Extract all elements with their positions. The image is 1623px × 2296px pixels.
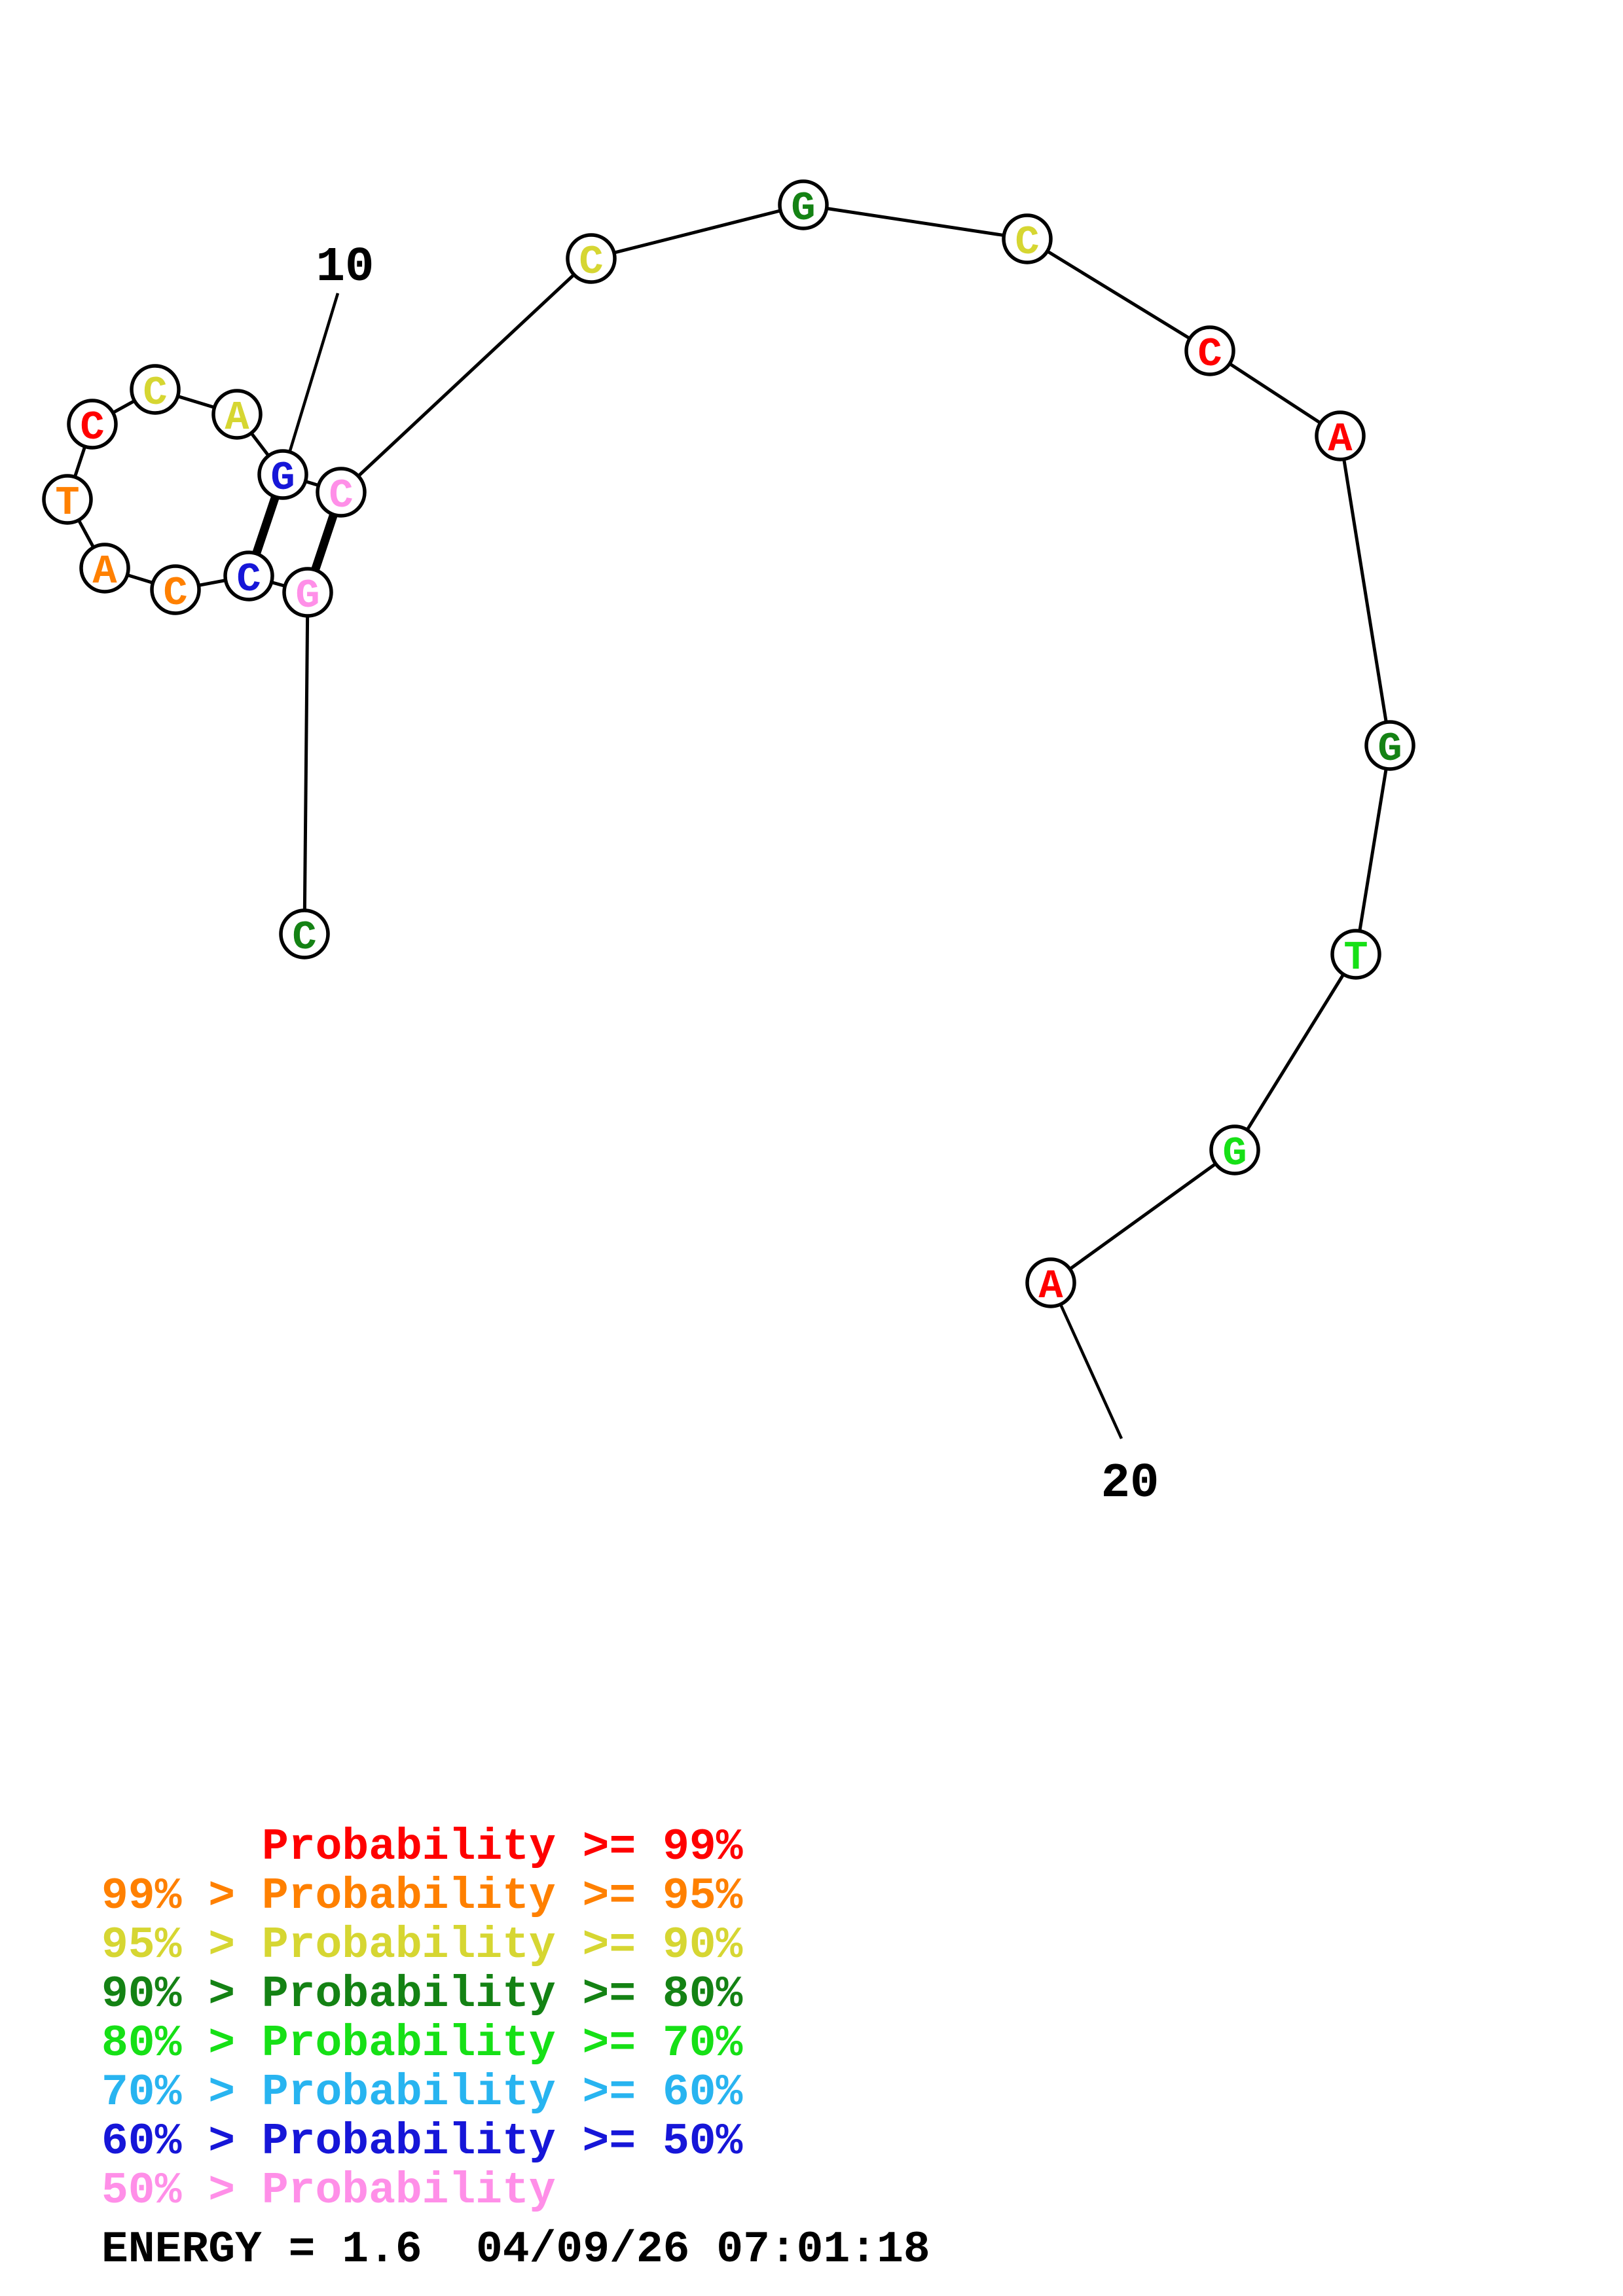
probability-legend: Probability >= 99% 99% > Probability >= … <box>101 1822 743 2216</box>
nucleotide-15-circle <box>1184 325 1235 376</box>
nucleotide-17-circle <box>1364 720 1415 771</box>
backbone-bond-18-19 <box>1233 953 1358 1151</box>
backbone-bond-19-20 <box>1049 1148 1236 1285</box>
nucleotide-12-circle <box>566 233 617 284</box>
nucleotide-18-circle <box>1330 929 1381 980</box>
backbone-bond-14-15 <box>1026 237 1211 353</box>
nucleotide-13: G <box>778 179 829 232</box>
nucleotide-9: A <box>211 389 263 441</box>
nucleotide-16-base: A <box>1328 416 1353 463</box>
position-label-20: 20 <box>1101 1456 1159 1511</box>
nucleotide-12-base: C <box>579 239 603 285</box>
nucleotide-20-circle <box>1025 1257 1076 1308</box>
energy-value: ENERGY = 1.6 <box>101 2225 422 2275</box>
timestamp: 04/09/26 07:01:18 <box>476 2225 930 2275</box>
nucleotide-6: T <box>42 474 93 526</box>
nucleotide-1-base: C <box>292 914 316 961</box>
nucleotide-14-base: C <box>1015 219 1039 266</box>
nucleotide-20: A <box>1025 1257 1076 1310</box>
nucleotide-2-base: G <box>295 573 319 619</box>
backbone-bond-15-16 <box>1209 349 1341 438</box>
nucleotide-8: C <box>130 364 181 416</box>
nucleotide-4-circle <box>150 564 201 615</box>
nucleotide-10: G <box>257 449 308 501</box>
legend-row-50-60: 60% > Probability >= 50% <box>101 2117 743 2167</box>
nucleotide-9-base: A <box>225 395 249 441</box>
nucleotide-7-base: C <box>80 404 104 451</box>
position-label-lines <box>281 293 1123 1439</box>
backbone-bond-12-13 <box>591 203 804 260</box>
nucleotide-12: C <box>566 233 617 285</box>
legend-row-90-95: 95% > Probability >= 90% <box>101 1920 743 1971</box>
legend-row-95-99: 99% > Probability >= 95% <box>101 1871 743 1922</box>
legend-row-60-70: 70% > Probability >= 60% <box>101 2068 743 2118</box>
nucleotide-9-circle <box>211 389 263 440</box>
nucleotide-16: A <box>1315 410 1366 463</box>
legend-row-below-50: 50% > Probability <box>101 2166 556 2216</box>
backbone-bond-11-12 <box>340 257 593 493</box>
nucleotide-5: A <box>79 543 130 595</box>
nucleotide-13-circle <box>778 179 829 230</box>
position-label-10: 10 <box>316 240 374 295</box>
nucleotide-18-base: T <box>1343 935 1368 981</box>
nucleotide-4-base: C <box>163 570 187 617</box>
nucleotide-17: G <box>1364 720 1415 772</box>
nucleotide-15: C <box>1184 325 1235 378</box>
nucleotide-7: C <box>67 399 118 451</box>
nucleotide-16-circle <box>1315 410 1366 461</box>
backbone-bond-17-18 <box>1354 745 1392 955</box>
nucleotide-15-base: C <box>1197 331 1222 378</box>
nucleotide-11-base: C <box>329 473 353 519</box>
footer: ENERGY = 1.6 04/09/26 07:01:18 <box>101 2225 930 2275</box>
legend-row-70-80: 80% > Probability >= 70% <box>101 2018 743 2069</box>
nucleotide-19: G <box>1209 1124 1260 1177</box>
nucleotide-1: C <box>279 908 330 961</box>
legend-row-99: Probability >= 99% <box>262 1822 743 1873</box>
nucleotide-8-base: C <box>143 370 167 416</box>
nucleotide-4: C <box>150 564 201 617</box>
nucleotide-13-base: G <box>791 185 815 232</box>
nucleotide-3-base: C <box>236 556 261 603</box>
nucleotide-5-base: A <box>92 548 117 595</box>
nucleotide-6-base: T <box>55 480 79 526</box>
nucleotide-14: C <box>1002 213 1053 266</box>
nucleotide-1-circle <box>279 908 330 960</box>
backbone-bond-13-14 <box>803 203 1028 241</box>
nucleotide-14-circle <box>1002 213 1053 264</box>
nucleotide-7-circle <box>67 399 118 450</box>
nucleotide-5-circle <box>79 543 130 594</box>
nucleotide-2-circle <box>282 567 333 618</box>
nucleotide-11-circle <box>316 467 367 518</box>
nucleotide-6-circle <box>42 474 93 525</box>
label-line-20 <box>1049 1282 1123 1439</box>
nucleotide-3-circle <box>223 550 274 601</box>
nucleotide-17-base: G <box>1377 726 1402 772</box>
backbone-bond-1-2 <box>302 592 310 935</box>
legend-row-80-90: 90% > Probability >= 80% <box>101 1969 743 2020</box>
nucleotide-20-base: A <box>1038 1263 1063 1310</box>
nucleotide-8-circle <box>130 364 181 415</box>
nucleotide-10-base: G <box>270 455 295 501</box>
backbone-bond-16-17 <box>1338 435 1392 746</box>
nucleotide-19-base: G <box>1222 1130 1247 1177</box>
nucleotide-18: T <box>1330 929 1381 981</box>
nucleotides: C G C C A T C C <box>42 179 1415 1310</box>
label-line-10 <box>281 293 340 475</box>
nucleotide-2: G <box>282 567 333 619</box>
nucleotide-3: C <box>223 550 274 603</box>
nucleotide-11: C <box>316 467 367 519</box>
nucleotide-19-circle <box>1209 1124 1260 1175</box>
nucleotide-10-circle <box>257 449 308 500</box>
